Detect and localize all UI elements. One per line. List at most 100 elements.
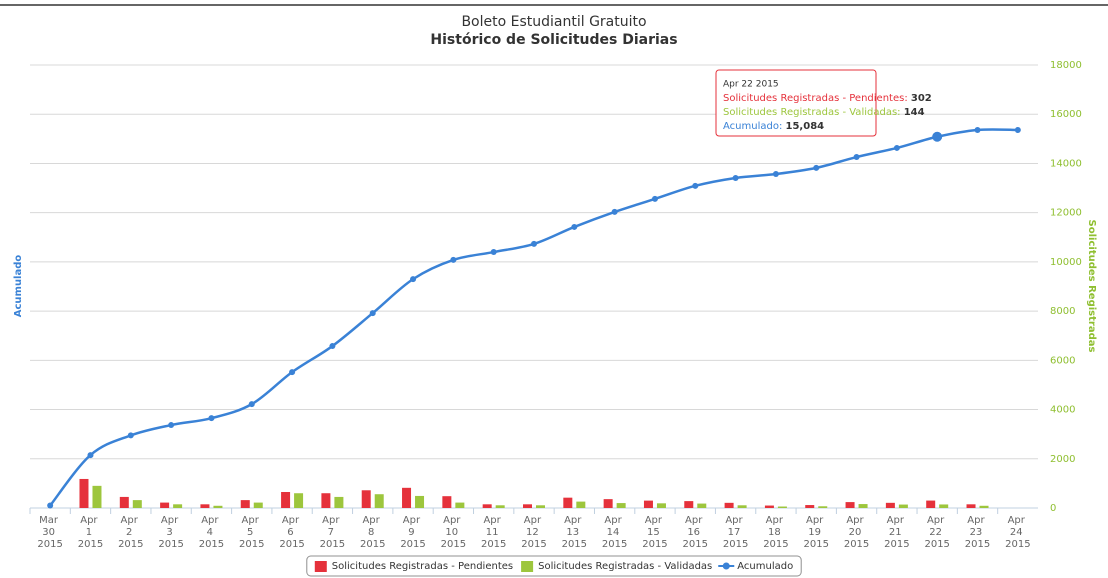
bar — [92, 485, 102, 508]
y-tick-label: 10000 — [1050, 257, 1082, 268]
line-marker — [651, 195, 658, 202]
x-tick-label: Apr 22 2015 — [924, 515, 949, 550]
legend-swatch — [314, 561, 327, 572]
bar — [374, 494, 384, 508]
bar — [858, 504, 868, 508]
line-marker — [47, 502, 54, 509]
y-axis-title: Acumulado — [13, 255, 24, 318]
line-marker — [248, 401, 255, 408]
bar — [576, 501, 586, 508]
line-marker — [450, 256, 457, 263]
line-marker — [369, 310, 376, 317]
legend-box — [306, 555, 802, 577]
x-tick-label: Apr 5 2015 — [239, 515, 264, 550]
bar — [684, 501, 694, 508]
bar — [361, 490, 371, 508]
line — [49, 128, 1018, 507]
bar — [402, 487, 412, 508]
legend-item: Acumulado — [718, 561, 793, 572]
x-tick-label: Apr 14 2015 — [602, 515, 627, 550]
bar — [240, 500, 250, 508]
legend-item: Solicitudes Registradas - Pendientes — [314, 561, 513, 572]
bar — [818, 506, 828, 508]
y-tick-label: 6000 — [1050, 355, 1075, 366]
x-tick-label: Apr 1 2015 — [78, 515, 103, 550]
bar — [616, 503, 626, 508]
x-tick-label: Apr 18 2015 — [763, 515, 788, 550]
y-tick-label: 8000 — [1050, 306, 1075, 317]
tooltip-series-name: Solicitudes Registradas - Pendientes — [723, 93, 904, 104]
line-marker — [289, 369, 296, 376]
line-marker — [932, 131, 943, 142]
bar — [966, 504, 976, 508]
legend-label: Solicitudes Registradas - Validadas — [538, 561, 712, 572]
bar — [563, 497, 573, 508]
x-tick-label: Apr 19 2015 — [804, 515, 829, 550]
tooltip-value: 15,084 — [786, 121, 825, 132]
tooltip-value: 144 — [904, 107, 925, 118]
chart-title: Boleto Estudiantil Gratuito — [461, 14, 646, 30]
bar — [737, 505, 747, 508]
bar — [777, 506, 787, 508]
bar — [79, 478, 89, 508]
y-tick-label: 4000 — [1050, 405, 1075, 416]
bar — [415, 495, 425, 508]
bar — [455, 502, 465, 508]
y-tick-label: 14000 — [1050, 158, 1082, 169]
tooltip-series-name: Solicitudes Registradas - Validadas — [723, 107, 897, 118]
tooltip-box — [715, 69, 877, 137]
bar — [200, 504, 210, 508]
bar — [442, 496, 452, 508]
bar — [643, 500, 653, 508]
line-marker — [410, 276, 417, 283]
bar — [885, 502, 895, 508]
y2-axis-title: Solicitudes Registradas — [1086, 220, 1097, 353]
bar — [523, 504, 532, 508]
legend-item: Solicitudes Registradas - Validadas — [521, 561, 712, 572]
y-tick-label: 18000 — [1050, 60, 1082, 71]
bar — [979, 505, 989, 508]
tooltip-row: Acumulado: 15,084 — [723, 121, 824, 132]
legend-marker — [722, 562, 730, 570]
bar — [898, 504, 908, 508]
line-marker — [490, 249, 497, 256]
x-tick-label: Apr 20 2015 — [844, 515, 869, 550]
x-tick-label: Apr 13 2015 — [562, 515, 587, 550]
bar — [656, 503, 666, 508]
line-marker — [87, 452, 94, 459]
x-tick-label: Apr 4 2015 — [199, 515, 224, 550]
x-tick-label: Apr 24 2015 — [1005, 515, 1030, 550]
y-tick-label: 2000 — [1050, 454, 1075, 465]
line-marker — [208, 415, 215, 422]
bar — [603, 499, 613, 508]
line-marker — [1014, 126, 1021, 133]
line-marker — [168, 422, 175, 429]
tooltip-title: Apr 22 2015 — [723, 80, 779, 90]
bar — [805, 505, 815, 508]
x-tick-label: Apr 7 2015 — [320, 515, 345, 550]
bar — [845, 502, 855, 508]
bar — [536, 505, 545, 508]
tooltip-row: Solicitudes Registradas - Validadas: 144 — [723, 107, 925, 118]
bar — [697, 503, 707, 508]
line-marker — [732, 174, 739, 181]
bar — [160, 502, 170, 508]
x-tick-label: Apr 16 2015 — [683, 515, 708, 550]
bar — [132, 500, 142, 508]
x-tick-label: Apr 23 2015 — [965, 515, 990, 550]
bar — [253, 502, 263, 508]
line-marker — [853, 154, 860, 161]
legend-swatch — [521, 561, 534, 572]
chart-subtitle: Histórico de Solicitudes Diarias — [430, 32, 677, 48]
tooltip-row: Solicitudes Registradas - Pendientes: 30… — [723, 93, 932, 104]
y-tick-label: 12000 — [1050, 208, 1082, 219]
y-tick-label: 0 — [1050, 503, 1056, 514]
legend-label: Acumulado — [737, 561, 793, 572]
x-tick-label: Apr 2 2015 — [118, 515, 143, 550]
x-tick-label: Apr 6 2015 — [279, 515, 304, 550]
bar — [926, 500, 936, 508]
legend: Solicitudes Registradas - Pendientes Soli… — [306, 555, 802, 577]
x-tick-label: Apr 17 2015 — [723, 515, 748, 550]
bar — [213, 505, 223, 508]
